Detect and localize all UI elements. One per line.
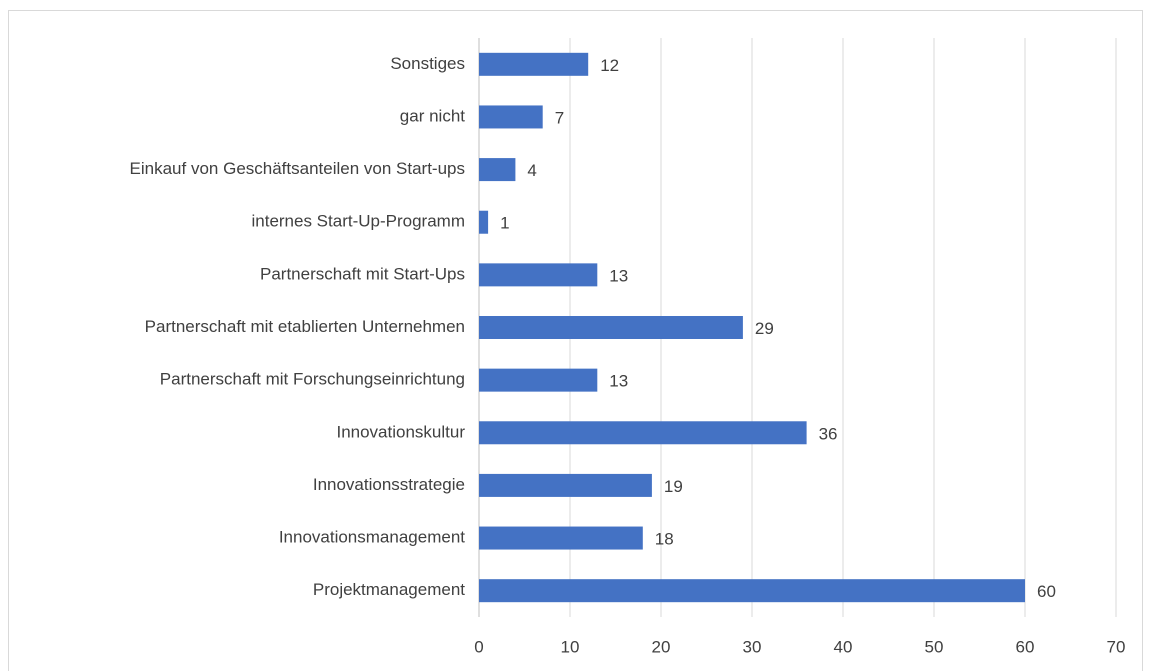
data-label: 1 [500, 214, 509, 233]
data-label: 12 [600, 56, 619, 75]
x-tick-label: 60 [1016, 637, 1035, 656]
y-tick-label: Innovationskultur [336, 422, 465, 441]
data-label: 36 [819, 424, 838, 443]
data-label: 60 [1037, 582, 1056, 601]
data-label: 7 [555, 108, 564, 127]
bar [479, 579, 1025, 603]
y-tick-label: gar nicht [400, 106, 465, 125]
bar [479, 526, 643, 550]
data-label: 19 [664, 477, 683, 496]
chart-frame [8, 10, 1143, 671]
x-tick-label: 20 [652, 637, 671, 656]
bar [479, 158, 516, 182]
data-label: 4 [527, 161, 536, 180]
x-tick-label: 70 [1107, 637, 1126, 656]
x-tick-label: 0 [474, 637, 483, 656]
y-tick-label: Partnerschaft mit Start-Ups [260, 264, 465, 283]
bar [479, 210, 489, 234]
x-tick-label: 50 [925, 637, 944, 656]
bar [479, 368, 598, 392]
y-tick-label: Projektmanagement [313, 580, 465, 599]
bar [479, 473, 652, 497]
bar [479, 421, 807, 445]
x-tick-label: 10 [561, 637, 580, 656]
y-tick-label: Innovationsstrategie [313, 475, 465, 494]
y-tick-label: Innovationsmanagement [279, 528, 465, 547]
bar [479, 263, 598, 287]
y-tick-label: Partnerschaft mit etablierten Unternehme… [145, 317, 465, 336]
data-label: 13 [609, 372, 628, 391]
data-label: 18 [655, 530, 674, 549]
bar [479, 52, 589, 76]
x-tick-label: 30 [743, 637, 762, 656]
y-tick-label: Sonstiges [390, 54, 465, 73]
bar [479, 105, 543, 129]
bar [479, 316, 743, 339]
y-tick-label: Partnerschaft mit Forschungseinrichtung [160, 370, 465, 389]
data-label: 29 [755, 319, 774, 338]
data-label: 13 [609, 266, 628, 285]
y-tick-label: internes Start-Up-Programm [251, 212, 465, 231]
x-tick-label: 40 [834, 637, 853, 656]
y-tick-label: Einkauf von Geschäftsanteilen von Start-… [130, 159, 465, 178]
